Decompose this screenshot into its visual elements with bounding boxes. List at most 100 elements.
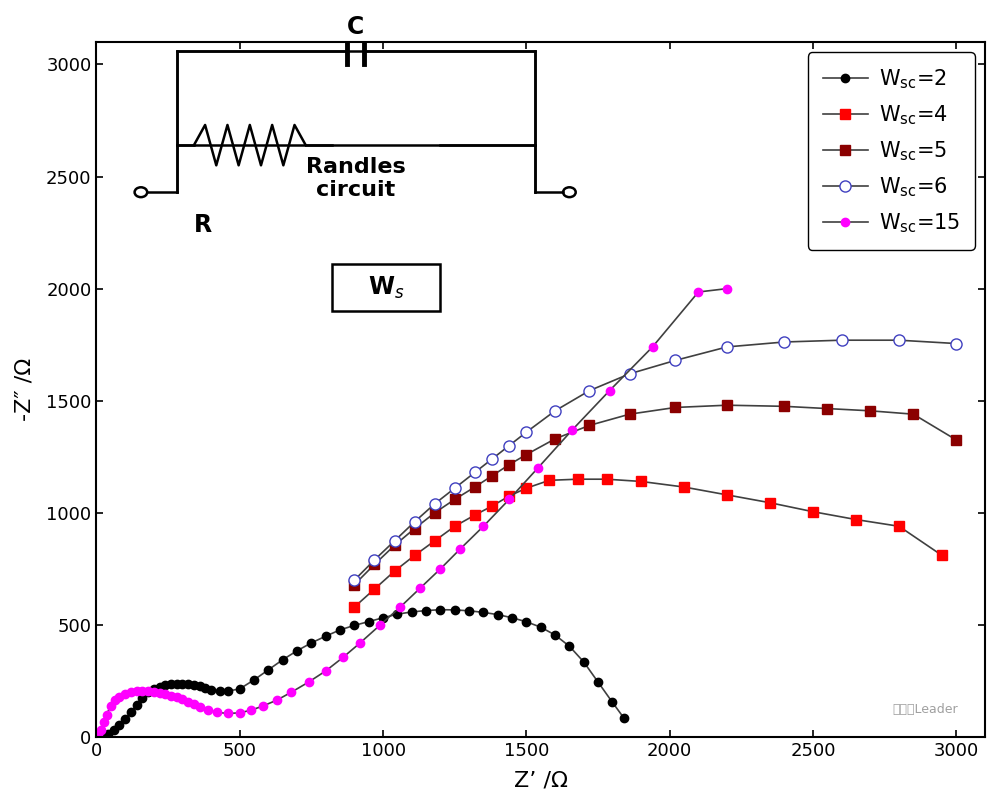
W$_{sc}$=15 bbox=[566, 425, 578, 434]
W$_{sc}$=2 bbox=[234, 684, 246, 694]
W$_{sc}$=4 bbox=[368, 584, 380, 594]
W$_{sc}$=2 bbox=[171, 679, 183, 688]
W$_{sc}$=6 bbox=[836, 335, 848, 345]
W$_{sc}$=2 bbox=[154, 682, 166, 692]
W$_{sc}$=6 bbox=[950, 339, 962, 348]
W$_{sc}$=15 bbox=[532, 463, 544, 473]
W$_{sc}$=6 bbox=[721, 342, 733, 351]
W$_{sc}$=5 bbox=[778, 401, 790, 411]
Text: C: C bbox=[347, 15, 364, 39]
W$_{sc}$=2 bbox=[125, 708, 137, 717]
Line: W$_{sc}$=6: W$_{sc}$=6 bbox=[349, 334, 962, 586]
W$_{sc}$=5 bbox=[348, 580, 360, 589]
W$_{sc}$=4 bbox=[543, 476, 555, 485]
W$_{sc}$=4 bbox=[503, 491, 515, 501]
W$_{sc}$=6 bbox=[893, 335, 905, 345]
W$_{sc}$=15 bbox=[159, 689, 171, 699]
W$_{sc}$=6 bbox=[669, 355, 681, 365]
W$_{sc}$=15 bbox=[303, 677, 315, 687]
W$_{sc}$=15 bbox=[98, 717, 110, 727]
W$_{sc}$=15 bbox=[142, 686, 154, 696]
W$_{sc}$=15 bbox=[136, 686, 148, 696]
W$_{sc}$=2 bbox=[113, 720, 125, 729]
W$_{sc}$=15 bbox=[101, 710, 113, 720]
W$_{sc}$=2 bbox=[377, 613, 389, 622]
W$_{sc}$=4 bbox=[601, 475, 613, 484]
W$_{sc}$=15 bbox=[131, 686, 143, 696]
W$_{sc}$=2 bbox=[136, 693, 148, 703]
W$_{sc}$=15 bbox=[113, 692, 125, 701]
W$_{sc}$=6 bbox=[389, 536, 401, 546]
W$_{sc}$=5 bbox=[583, 421, 595, 430]
W$_{sc}$=6 bbox=[469, 467, 481, 477]
W$_{sc}$=4 bbox=[389, 567, 401, 576]
W$_{sc}$=2 bbox=[159, 680, 171, 690]
W$_{sc}$=5 bbox=[721, 401, 733, 410]
W$_{sc}$=4 bbox=[807, 507, 819, 517]
W$_{sc}$=15 bbox=[374, 620, 386, 629]
W$_{sc}$=2 bbox=[96, 731, 108, 741]
W$_{sc}$=2 bbox=[182, 679, 194, 689]
W$_{sc}$=2 bbox=[535, 622, 547, 632]
W$_{sc}$=6 bbox=[549, 406, 561, 416]
W$_{sc}$=2 bbox=[563, 642, 575, 651]
X-axis label: Z’ /Ω: Z’ /Ω bbox=[514, 771, 568, 791]
W$_{sc}$=15 bbox=[92, 731, 104, 741]
W$_{sc}$=5 bbox=[389, 541, 401, 550]
W$_{sc}$=15 bbox=[202, 705, 214, 715]
W$_{sc}$=6 bbox=[503, 441, 515, 451]
W$_{sc}$=15 bbox=[257, 701, 269, 711]
W$_{sc}$=4 bbox=[764, 498, 776, 508]
W$_{sc}$=2 bbox=[618, 713, 630, 723]
Legend: W$_{\rm sc}$=2, W$_{\rm sc}$=4, W$_{\rm sc}$=5, W$_{\rm sc}$=6, W$_{\rm sc}$=15: W$_{\rm sc}$=2, W$_{\rm sc}$=4, W$_{\rm … bbox=[808, 52, 975, 250]
W$_{sc}$=15 bbox=[604, 386, 616, 396]
W$_{sc}$=6 bbox=[778, 337, 790, 347]
Text: Randles
circuit: Randles circuit bbox=[306, 157, 406, 201]
W$_{sc}$=2 bbox=[188, 680, 200, 690]
W$_{sc}$=2 bbox=[142, 688, 154, 697]
W$_{sc}$=2 bbox=[165, 679, 177, 689]
W$_{sc}$=15 bbox=[211, 708, 223, 717]
W$_{sc}$=5 bbox=[429, 508, 441, 517]
W$_{sc}$=15 bbox=[394, 602, 406, 612]
W$_{sc}$=15 bbox=[119, 689, 131, 699]
W$_{sc}$=2 bbox=[477, 608, 489, 617]
W$_{sc}$=5 bbox=[520, 450, 532, 459]
W$_{sc}$=15 bbox=[245, 705, 257, 715]
Text: R: R bbox=[194, 213, 212, 237]
W$_{sc}$=5 bbox=[669, 403, 681, 413]
W$_{sc}$=4 bbox=[520, 484, 532, 493]
W$_{sc}$=15 bbox=[148, 687, 160, 696]
W$_{sc}$=5 bbox=[469, 482, 481, 492]
W$_{sc}$=5 bbox=[907, 409, 919, 419]
W$_{sc}$=5 bbox=[821, 404, 833, 413]
W$_{sc}$=2 bbox=[606, 697, 618, 707]
Bar bbox=[177, 51, 535, 145]
W$_{sc}$=15 bbox=[95, 725, 107, 735]
W$_{sc}$=15 bbox=[503, 495, 515, 505]
W$_{sc}$=2 bbox=[119, 714, 131, 724]
W$_{sc}$=4 bbox=[348, 602, 360, 612]
W$_{sc}$=6 bbox=[520, 427, 532, 437]
W$_{sc}$=4 bbox=[572, 475, 584, 484]
W$_{sc}$=2 bbox=[176, 679, 188, 688]
W$_{sc}$=2 bbox=[291, 646, 303, 655]
W$_{sc}$=2 bbox=[131, 700, 143, 709]
W$_{sc}$=2 bbox=[102, 729, 114, 738]
W$_{sc}$=15 bbox=[194, 702, 206, 712]
W$_{sc}$=15 bbox=[109, 696, 121, 705]
W$_{sc}$=4 bbox=[429, 536, 441, 546]
W$_{sc}$=5 bbox=[368, 559, 380, 569]
Line: W$_{sc}$=2: W$_{sc}$=2 bbox=[98, 605, 628, 740]
Y-axis label: -Z″ /Ω: -Z″ /Ω bbox=[15, 358, 35, 422]
W$_{sc}$=2 bbox=[434, 604, 446, 614]
W$_{sc}$=2 bbox=[148, 684, 160, 694]
W$_{sc}$=2 bbox=[406, 607, 418, 617]
W$_{sc}$=4 bbox=[469, 510, 481, 520]
W$_{sc}$=6 bbox=[409, 517, 421, 526]
W$_{sc}$=6 bbox=[449, 484, 461, 493]
W$_{sc}$=2 bbox=[205, 685, 217, 695]
W$_{sc}$=4 bbox=[893, 521, 905, 531]
W$_{sc}$=15 bbox=[165, 691, 177, 700]
W$_{sc}$=15 bbox=[154, 688, 166, 697]
